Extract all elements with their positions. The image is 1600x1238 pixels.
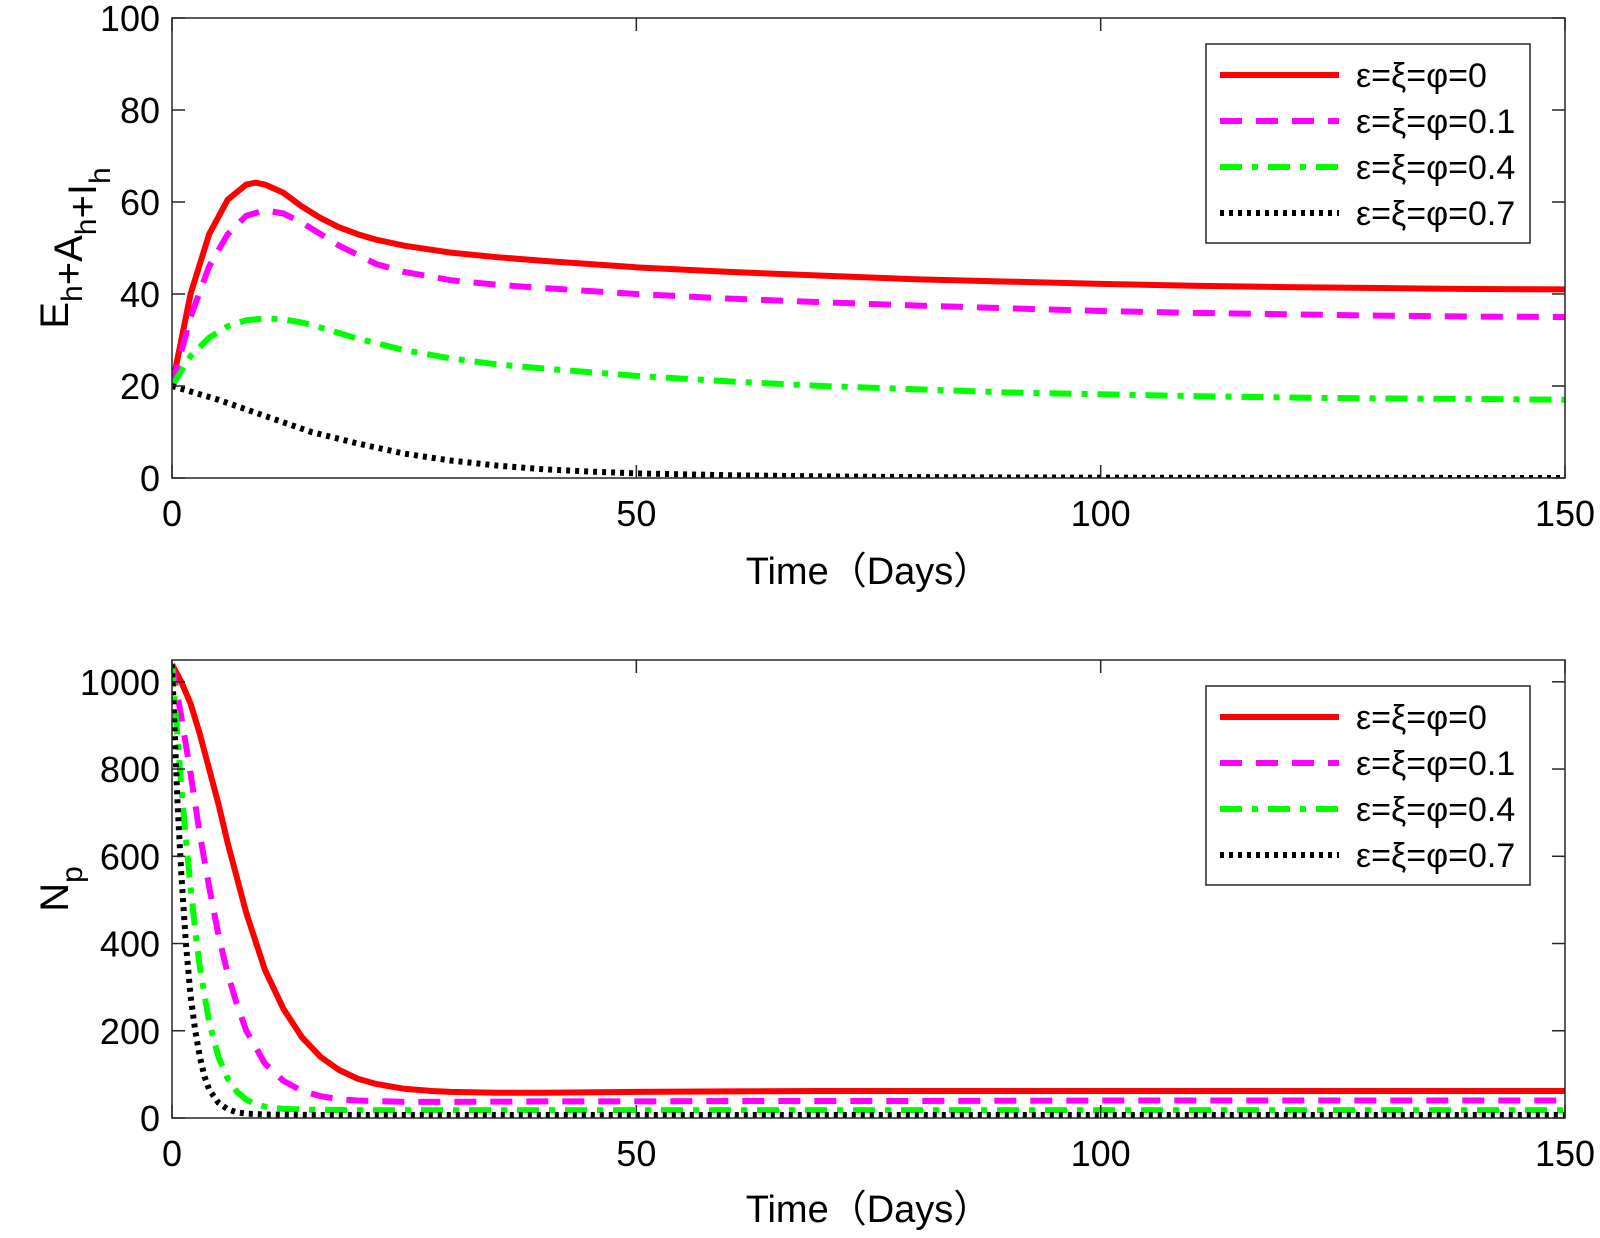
legend-label: ε=ξ=φ=0.4: [1356, 149, 1515, 187]
series-line-4: [172, 383, 1565, 478]
y-tick-label: 400: [100, 924, 160, 965]
x-tick-label: 150: [1535, 1133, 1595, 1174]
y-tick-label: 0: [140, 1098, 160, 1139]
y-tick-label: 600: [100, 836, 160, 877]
y-axis-label: Eh+Ah+Ih: [33, 167, 117, 328]
y-axis-label: Np: [33, 866, 89, 912]
legend-label: ε=ξ=φ=0: [1356, 699, 1487, 737]
series-line-1: [172, 179, 1565, 387]
chart-2: 0 50 100 150 0 200 400 600 800 1000 Time（Days） Np ε=…: [33, 659, 1595, 1231]
x-tick-label: 50: [616, 1133, 656, 1174]
y-tick-label: 0: [140, 458, 160, 499]
y-tick-label: 800: [100, 749, 160, 790]
legend-label: ε=ξ=φ=0.7: [1356, 195, 1515, 233]
y-tick-label: 80: [120, 90, 160, 131]
x-tick-label: 0: [162, 1133, 182, 1174]
x-axis-label: Time（Days）: [746, 1189, 992, 1231]
x-tick-label: 50: [616, 493, 656, 534]
legend-label: ε=ξ=φ=0.1: [1356, 745, 1515, 783]
y-tick-label: 1000: [80, 662, 160, 703]
x-tick-label: 100: [1071, 493, 1131, 534]
series-line-3: [172, 315, 1565, 403]
x-axis-label: Time（Days）: [746, 551, 992, 593]
legend: ε=ξ=φ=0 ε=ξ=φ=0.1 ε=ξ=φ=0.4 ε=ξ=φ=0.7: [1205, 685, 1531, 886]
plot-frame: [171, 17, 1566, 479]
series-line-1: [172, 662, 1565, 1096]
x-tick-label: 150: [1535, 493, 1595, 534]
x-tick-label: 0: [162, 493, 182, 534]
y-tick-label: 40: [120, 274, 160, 315]
series-line-3: [172, 664, 1565, 1114]
x-tick-label: 100: [1071, 1133, 1131, 1174]
y-tick-label: 200: [100, 1011, 160, 1052]
plot-frame: [171, 659, 1566, 1119]
legend: ε=ξ=φ=0 ε=ξ=φ=0.1 ε=ξ=φ=0.4 ε=ξ=φ=0.7: [1205, 43, 1531, 244]
legend-label: ε=ξ=φ=0: [1356, 57, 1487, 95]
series-line-2: [172, 207, 1565, 387]
y-tick-label: 100: [100, 0, 160, 39]
chart-1: 0 50 100 150 0 20 40 60 80 100 Time（Days） Eh+Ah+Ih ε…: [33, 0, 1595, 593]
legend-label: ε=ξ=φ=0.1: [1356, 103, 1515, 141]
y-tick-label: 60: [120, 182, 160, 223]
y-tick-label: 20: [120, 366, 160, 407]
legend-label: ε=ξ=φ=0.7: [1356, 837, 1515, 875]
legend-label: ε=ξ=φ=0.4: [1356, 791, 1515, 829]
series-line-4: [172, 664, 1565, 1118]
